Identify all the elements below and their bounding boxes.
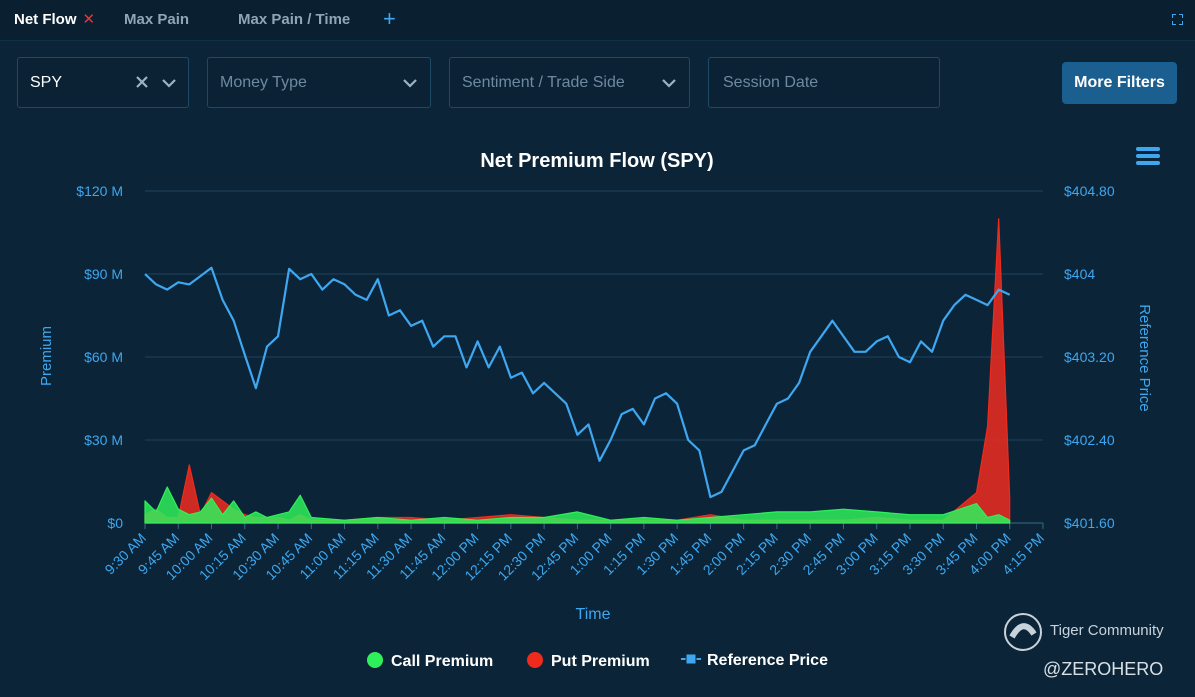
x-axis-label: Time [576,606,611,623]
y-tick-label: $60 M [84,349,123,365]
y2-tick-label: $401.60 [1064,515,1115,531]
session-date-placeholder: Session Date [723,74,819,91]
money-type-placeholder: Money Type [220,74,307,91]
watermark-brand: Tiger Community [1050,622,1164,639]
symbol-select[interactable]: SPY [17,57,189,108]
sentiment-placeholder: Sentiment / Trade Side [462,74,625,91]
y2-tick-label: $404.80 [1064,183,1115,199]
tab-label: Net Flow [14,11,77,28]
left-axis-ticks: $0 $30 M $60 M $90 M $120 M [76,183,123,531]
put-dot-icon [527,652,543,668]
close-icon[interactable]: ✕ [82,11,96,28]
more-filters-button[interactable]: More Filters [1062,62,1177,104]
tab-net-flow[interactable]: Net Flow ✕ [14,0,95,40]
expand-icon[interactable] [1172,14,1183,25]
sentiment-select[interactable]: Sentiment / Trade Side [449,57,690,108]
net-premium-flow-chart: Net Premium Flow (SPY) $0 $30 M $60 M $90 M… [38,150,1153,623]
gridlines [145,190,1043,524]
legend-label: Put Premium [551,653,650,670]
legend-label: Call Premium [391,653,494,670]
tab-bar: Net Flow ✕ Max Pain Max Pain / Time + [0,0,1195,41]
series-layer [144,218,1011,524]
chart-title: Net Premium Flow (SPY) [480,150,713,172]
put-premium-area [144,218,1011,524]
legend-put-premium[interactable]: Put Premium [527,652,650,671]
y2-tick-label: $403.20 [1064,349,1115,365]
y-tick-label: $90 M [84,266,123,282]
y2-axis-label: Reference Price [1136,304,1153,412]
money-type-select[interactable]: Money Type [207,57,431,108]
y-axis-label: Premium [38,326,55,386]
y-tick-label: $120 M [76,183,123,199]
watermark-user: @ZEROHERO [1043,659,1164,679]
legend-call-premium[interactable]: Call Premium [367,652,493,671]
y2-tick-label: $402.40 [1064,432,1115,448]
right-axis-ticks: $401.60 $402.40 $403.20 $404 $404.80 [1064,183,1115,531]
y-tick-label: $0 [107,515,123,531]
add-tab-icon[interactable]: + [383,6,396,31]
menu-icon[interactable] [1136,146,1160,166]
chevron-down-icon [662,79,676,88]
y-tick-label: $30 M [84,432,123,448]
chevron-down-icon [403,79,417,88]
clear-icon[interactable] [135,75,149,89]
tab-label: Max Pain / Time [238,11,351,28]
reference-price-line [144,266,1011,499]
chevron-down-icon [162,79,176,88]
tab-label: Max Pain [124,11,190,28]
call-premium-area [144,486,1011,524]
tiger-logo-icon [1004,613,1042,651]
legend-reference-price[interactable]: Reference Price [681,652,828,670]
tab-max-pain[interactable]: Max Pain [124,0,189,40]
line-marker-icon [681,653,701,665]
symbol-value: SPY [30,74,63,91]
call-dot-icon [367,652,383,668]
legend-label: Reference Price [707,652,828,669]
session-date-input[interactable]: Session Date [708,57,940,108]
tab-max-pain-time[interactable]: Max Pain / Time [238,0,350,40]
y2-tick-label: $404 [1064,266,1095,282]
